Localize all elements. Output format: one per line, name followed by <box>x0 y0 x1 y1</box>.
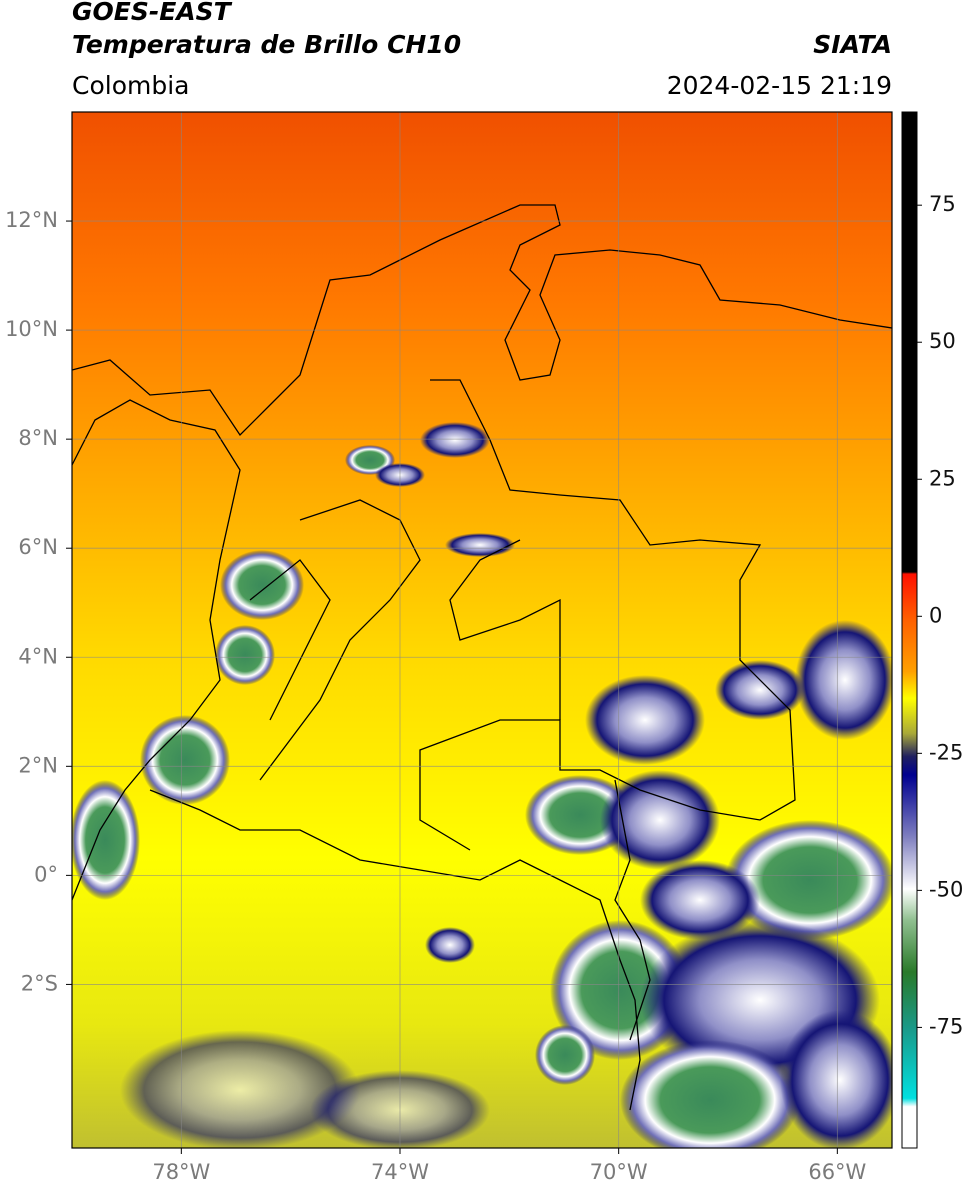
clouds <box>72 422 892 1148</box>
map-frame <box>71 111 893 1149</box>
x-tick-label: 74°W <box>371 1160 429 1184</box>
y-tick-label: 6°N <box>18 535 58 559</box>
subtitle: Temperatura de Brillo CH10 <box>72 30 461 59</box>
y-tick-label: 2°N <box>18 753 58 777</box>
colorbar-tick-label: 0 <box>929 603 942 627</box>
map-image <box>72 112 892 1148</box>
y-tick-label: 0° <box>34 862 58 886</box>
region: Colombia <box>72 71 189 100</box>
y-tick-label: 4°N <box>18 644 58 668</box>
y-tick-label: 2°S <box>21 971 58 995</box>
colorbar-tick-label: 50 <box>929 329 956 353</box>
y-tick-label: 10°N <box>5 317 58 341</box>
datetime: 2024-02-15 21:19 <box>667 71 892 100</box>
grid <box>72 112 892 1148</box>
colorbar-tick-label: 25 <box>929 466 956 490</box>
colorbar-tick-label: -50 <box>929 877 963 901</box>
y-tick-label: 12°N <box>5 208 58 232</box>
colorbar <box>901 111 918 1149</box>
title: GOES-EAST <box>72 0 233 26</box>
borders <box>72 204 892 1111</box>
x-tick-label: 78°W <box>152 1160 210 1184</box>
colorbar-tick-label: 75 <box>929 192 956 216</box>
source: SIATA <box>813 30 892 59</box>
colorbar-tick-label: -25 <box>929 740 963 764</box>
x-tick-label: 70°W <box>590 1160 648 1184</box>
colorbar-tick-label: -75 <box>929 1014 963 1038</box>
y-tick-label: 8°N <box>18 426 58 450</box>
x-tick-label: 66°W <box>808 1160 866 1184</box>
